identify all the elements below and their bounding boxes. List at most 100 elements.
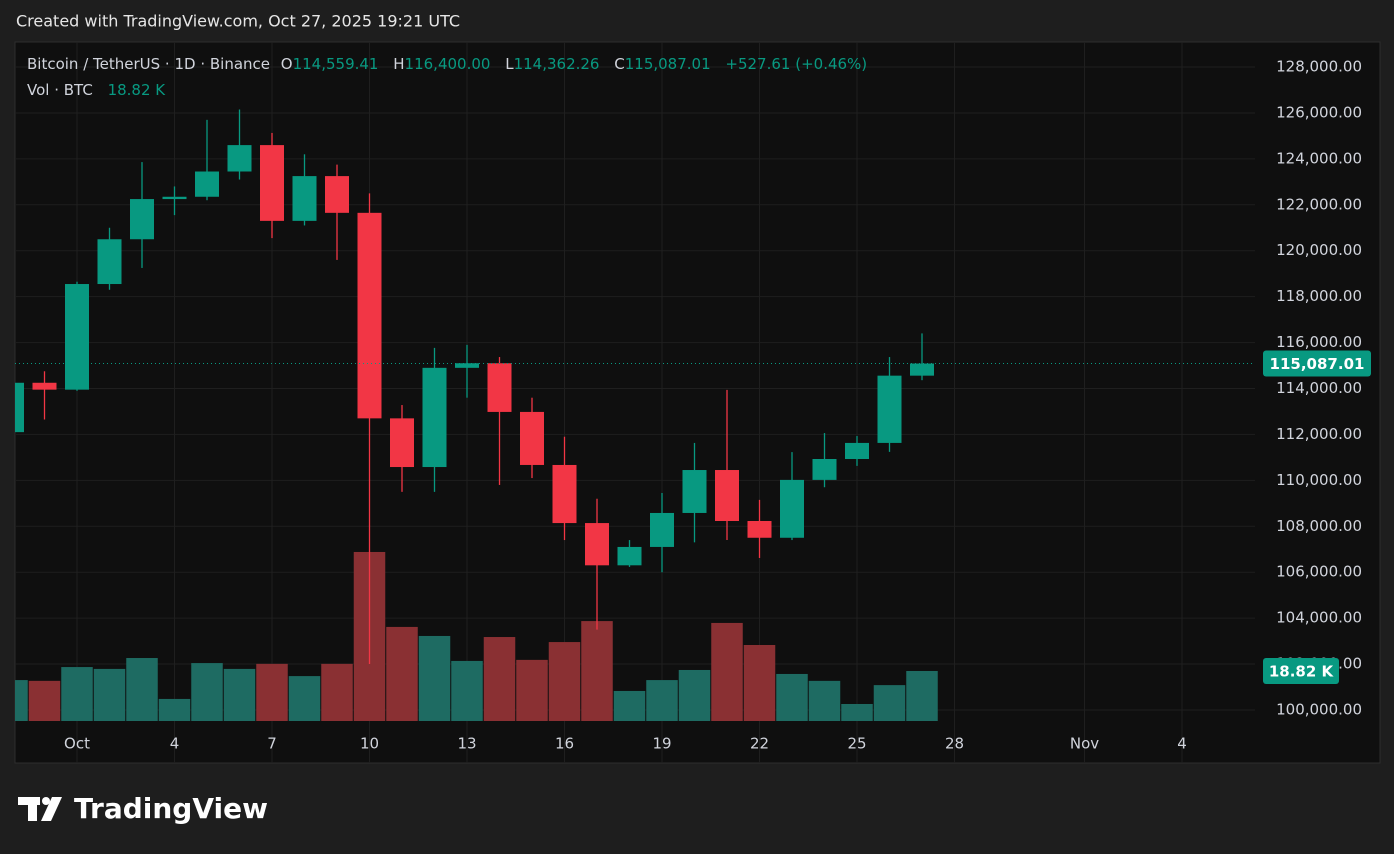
- candle-body: [390, 418, 414, 468]
- volume-bar: [386, 626, 418, 721]
- y-tick-label: 122,000.00: [1276, 195, 1362, 213]
- x-tick-label: Oct: [64, 735, 90, 753]
- candle-body: [162, 196, 187, 200]
- legend-key: H: [393, 55, 404, 73]
- volume-bar: [873, 685, 906, 721]
- volume-bar: [678, 669, 711, 721]
- candle-body: [780, 479, 804, 538]
- volume-bar: [841, 703, 873, 721]
- x-tick-label: Nov: [1070, 735, 1099, 753]
- last-price-badge: [1263, 350, 1371, 377]
- candle-body: [15, 382, 24, 433]
- legend-value: 114,362.26: [514, 55, 600, 73]
- volume-bar: [418, 635, 451, 721]
- legend-line: Bitcoin / TetherUS · 1D · Binance O114,5…: [27, 55, 867, 73]
- candle-body: [32, 382, 57, 390]
- volume-bar: [516, 659, 548, 721]
- volume-bar: [158, 698, 191, 721]
- y-tick-label: 104,000.00: [1276, 609, 1362, 627]
- brand-name: TradingView: [74, 792, 268, 825]
- candle-body: [455, 363, 479, 368]
- volume-bar: [451, 660, 483, 721]
- chart-frame: [14, 41, 1381, 764]
- y-tick-label: 108,000.00: [1276, 517, 1362, 535]
- candle-body: [520, 411, 544, 465]
- volume-bar: [646, 680, 678, 721]
- y-tick-label: 118,000.00: [1276, 287, 1362, 305]
- volume-bar: [15, 680, 28, 721]
- y-tick-label: 124,000.00: [1276, 149, 1362, 167]
- x-tick-label: 7: [267, 735, 277, 753]
- candle-body: [260, 145, 284, 221]
- y-tick-label: 112,000.00: [1276, 425, 1362, 443]
- volume-bar: [321, 663, 353, 721]
- candle-body: [552, 464, 577, 524]
- y-tick-label: 120,000.00: [1276, 241, 1362, 259]
- candle-body: [357, 212, 382, 419]
- y-tick-label: 114,000.00: [1276, 379, 1362, 397]
- y-tick-label: 100,000.00: [1276, 700, 1362, 718]
- candle-body: [682, 470, 707, 513]
- brand-logo: [18, 797, 62, 821]
- volume-bar: [256, 663, 288, 721]
- x-tick-label: 16: [555, 735, 574, 753]
- candle-body: [422, 367, 447, 468]
- volume-badge: [1263, 657, 1339, 684]
- volume-bar: [613, 690, 646, 721]
- candle-body: [97, 239, 122, 285]
- volume-bar: [191, 663, 223, 721]
- legend-key: Vol · BTC: [27, 81, 93, 99]
- grid: [15, 42, 1255, 763]
- volume-bar: [126, 658, 158, 721]
- candle-body: [715, 470, 739, 521]
- volume-bar: [288, 676, 321, 721]
- legend-key: C: [614, 55, 624, 73]
- candle-body: [292, 176, 317, 221]
- legend-change: +527.61 (+0.46%): [725, 55, 867, 73]
- candle-body: [650, 512, 674, 547]
- x-tick-label: 4: [1177, 735, 1187, 753]
- volume-bar: [906, 670, 938, 721]
- y-tick-label: 110,000.00: [1276, 471, 1362, 489]
- axes: 100,000.00102,000.00104,000.00106,000.00…: [64, 58, 1371, 753]
- volume-legend: Vol · BTC 18.82 K: [27, 81, 166, 99]
- volume-bar: [28, 680, 61, 721]
- x-tick-label: 4: [170, 735, 180, 753]
- candle-body: [195, 171, 219, 197]
- volume-bar: [808, 680, 841, 721]
- legend-key: O: [281, 55, 293, 73]
- x-tick-label: 19: [652, 735, 671, 753]
- x-tick-label: 13: [457, 735, 476, 753]
- volume-bar: [743, 644, 776, 721]
- candle-body: [487, 363, 512, 412]
- candle-body: [877, 375, 902, 443]
- volume-bar: [776, 673, 808, 721]
- volume-bar: [483, 637, 516, 721]
- candle-body: [812, 458, 837, 480]
- legend-value: 18.82 K: [108, 81, 167, 99]
- legend-value: 114,559.41: [293, 55, 379, 73]
- volume-bar: [93, 668, 126, 721]
- volume-bar: [61, 667, 93, 721]
- x-tick-label: 22: [750, 735, 769, 753]
- candle-body: [747, 520, 772, 538]
- volume-label: 18.82 K: [1269, 662, 1335, 680]
- x-tick-label: 25: [847, 735, 866, 753]
- candle-body: [130, 199, 154, 240]
- candle-body: [325, 176, 349, 213]
- last-price-label: 115,087.01: [1270, 355, 1365, 373]
- candle-body: [617, 546, 642, 566]
- caption: Created with TradingView.com, Oct 27, 20…: [16, 12, 460, 31]
- candle-body: [585, 523, 609, 566]
- volume-bar: [711, 622, 743, 721]
- legend-value: 116,400.00: [405, 55, 491, 73]
- volume-bar: [548, 642, 581, 721]
- candle-body: [910, 363, 934, 376]
- legend-value: 115,087.01: [625, 55, 711, 73]
- legend-key: L: [505, 55, 514, 73]
- y-tick-label: 128,000.00: [1276, 58, 1362, 76]
- legend-symbol: Bitcoin / TetherUS · 1D · Binance: [27, 55, 270, 73]
- volume-bar: [223, 668, 256, 721]
